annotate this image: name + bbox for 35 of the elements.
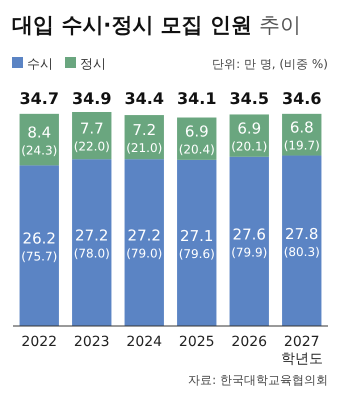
bar	[177, 160, 216, 326]
bar	[124, 159, 164, 326]
data-label: 26.2 (75.7)	[21, 230, 58, 264]
total-label: 34.4	[124, 89, 164, 108]
x-tick-label: 2024	[126, 334, 162, 350]
data-label: 6.8 (19.7)	[284, 118, 320, 153]
chart-title: 대입 수시·정시 모집 인원 추이	[12, 13, 302, 37]
data-label: 27.2 (79.0)	[126, 226, 162, 261]
total-label: 34.9	[72, 89, 112, 108]
legend-label: 정시	[80, 57, 106, 72]
x-tick-label: 2022	[21, 334, 58, 350]
legend-label: 수시	[27, 57, 53, 72]
data-label: 6.9 (20.4)	[178, 122, 215, 157]
total-label: 34.7	[20, 89, 59, 108]
bar	[230, 156, 269, 326]
bar	[72, 159, 112, 326]
x-tick-label: 2025	[178, 334, 215, 350]
x-tick-label: 2027 학년도	[280, 334, 323, 367]
data-label: 8.4 (24.3)	[21, 124, 58, 158]
x-tick-label: 2026	[231, 334, 268, 350]
data-label: 27.6 (79.9)	[231, 225, 268, 260]
total-label: 34.6	[282, 89, 322, 108]
bar	[282, 156, 322, 326]
text: 자료: 한국대학교육협의회	[188, 373, 328, 387]
data-label: 27.2 (78.0)	[74, 226, 110, 261]
data-label: 7.2 (21.0)	[126, 121, 162, 156]
text: 단위: 만 명, (비중 %)	[212, 57, 328, 71]
total-label: 34.5	[230, 89, 269, 108]
data-label: 7.7 (22.0)	[74, 120, 110, 154]
data-label: 27.8 (80.3)	[284, 224, 320, 259]
data-label: 27.1 (79.6)	[178, 226, 215, 261]
bar	[20, 165, 59, 326]
x-tick-label: 2023	[74, 334, 110, 350]
total-label: 34.1	[177, 89, 216, 108]
data-label: 6.9 (20.1)	[231, 120, 268, 154]
